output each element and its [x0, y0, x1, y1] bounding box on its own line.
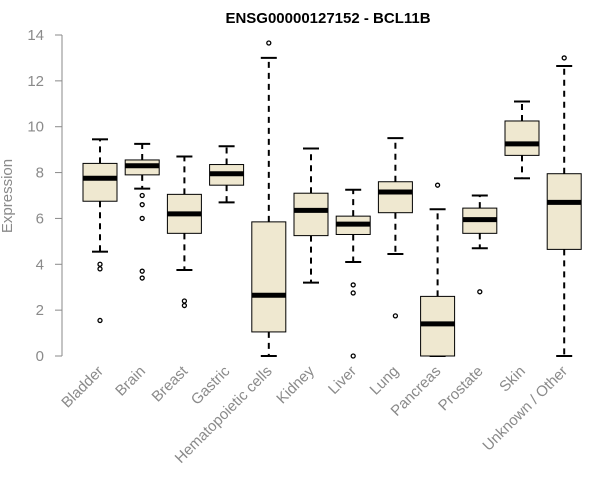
outlier-point [97, 261, 103, 267]
box-iqr [293, 192, 329, 237]
box-5 [251, 40, 287, 357]
x-tick-label: Lung [367, 363, 403, 399]
x-tick-label: Kidney [273, 362, 318, 407]
outlier-point [139, 268, 145, 274]
outlier-point [139, 202, 145, 208]
box-iqr [82, 162, 118, 202]
y-tick-label: 4 [36, 256, 44, 273]
outlier-point [477, 289, 483, 295]
outlier-point [181, 298, 188, 304]
outlier-point [97, 317, 103, 324]
x-tick-label: Liver [325, 363, 360, 398]
box-8 [377, 137, 413, 319]
y-tick-label: 12 [27, 73, 44, 90]
x-tick-label: Breast [149, 362, 192, 405]
box-4 [209, 145, 245, 204]
box-11 [504, 100, 540, 180]
x-tick-label: Prostate [435, 363, 487, 415]
box-iqr [546, 173, 582, 250]
outlier-point [266, 40, 272, 46]
outlier-point [350, 290, 356, 296]
chart-title: ENSG00000127152 - BCL11B [225, 10, 430, 27]
box-iqr [377, 181, 413, 214]
x-tick-label: Brain [112, 363, 149, 400]
outlier-point [392, 313, 399, 319]
outlier-point [181, 302, 188, 309]
outlier-point [350, 353, 356, 359]
y-tick-label: 0 [36, 348, 44, 365]
y-tick-label: 8 [36, 165, 44, 182]
y-tick-label: 10 [27, 119, 44, 136]
box-3 [166, 155, 202, 309]
box-2 [124, 142, 160, 281]
x-tick-label: Bladder [58, 363, 107, 412]
box-iqr [504, 120, 540, 156]
boxes-group [82, 40, 582, 359]
y-axis: 0 2 4 6 8 10 12 14 [27, 27, 63, 365]
x-tick-label: Skin [496, 363, 529, 396]
box-10 [462, 194, 498, 295]
outlier-point [139, 275, 145, 281]
box-9 [420, 182, 456, 357]
box-6 [293, 147, 329, 284]
box-12 [546, 55, 582, 357]
outlier-point [139, 215, 145, 222]
y-axis-label: Expression [0, 159, 16, 233]
y-tick-label: 2 [36, 302, 44, 319]
box-iqr [251, 221, 287, 333]
y-tick-label: 6 [36, 210, 44, 227]
outlier-point [97, 266, 103, 272]
box-1 [82, 138, 118, 324]
outlier-point [434, 182, 441, 188]
box-7 [335, 188, 371, 359]
outlier-point [350, 282, 356, 288]
outlier-point [561, 55, 567, 61]
y-tick-label: 14 [27, 27, 44, 44]
outlier-point [139, 192, 145, 199]
